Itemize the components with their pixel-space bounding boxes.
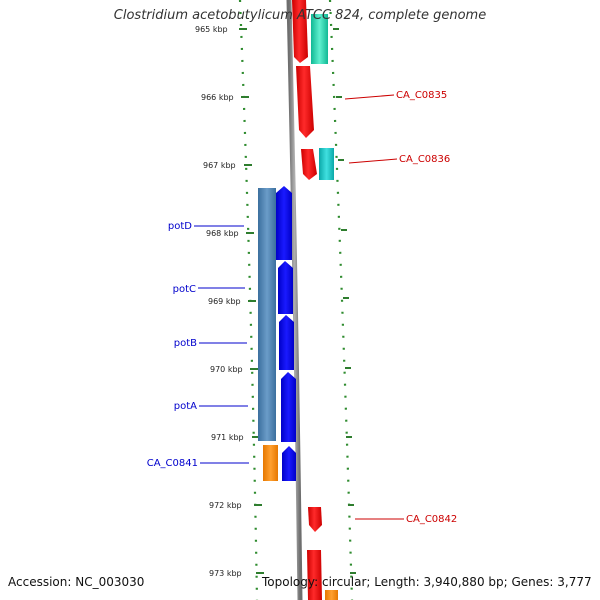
gene-label-CA_C0841[interactable]: CA_C0841: [147, 458, 198, 469]
gene-arrow-potD[interactable]: [276, 186, 292, 260]
gene-arrow-potC[interactable]: [278, 261, 293, 314]
gene-arrow-top-red[interactable]: [292, 0, 308, 63]
tick-label-966: 966 kbp: [201, 93, 234, 102]
tick-marks: [239, 28, 264, 574]
gene-label-potB[interactable]: potB: [174, 338, 197, 349]
tick-label-970: 970 kbp: [210, 365, 243, 374]
gene-arrow-CA_C0835[interactable]: [296, 66, 314, 138]
map-title: Clostridium acetobutylicum ATCC 824, com…: [113, 8, 487, 23]
orange-feature[interactable]: [263, 445, 278, 481]
accession-text: Accession: NC_003030: [8, 575, 145, 589]
tick-label-973: 973 kbp: [209, 569, 242, 578]
leader-CA_C0836: [348, 158, 398, 164]
steel-blue-feature[interactable]: [258, 188, 276, 441]
tick-label-972: 972 kbp: [209, 501, 242, 510]
gene-label-CA_C0836[interactable]: CA_C0836: [399, 154, 450, 165]
cyan-feature[interactable]: [319, 148, 334, 180]
topology-text: Topology: circular; Length: 3,940,880 bp…: [262, 575, 592, 589]
right-dotted-track: [328, 0, 354, 600]
right-minor-ticks: [333, 28, 356, 574]
genome-backbone: [286, 0, 303, 600]
gene-arrow-bottom-red[interactable]: [307, 550, 322, 600]
gene-label-CA_C0842[interactable]: CA_C0842: [406, 514, 457, 525]
gene-label-potC[interactable]: potC: [173, 284, 196, 295]
gene-label-potA[interactable]: potA: [174, 401, 197, 412]
gene-label-CA_C0835[interactable]: CA_C0835: [396, 90, 447, 101]
tick-label-965: 965 kbp: [195, 25, 228, 34]
gene-arrow-potB[interactable]: [279, 315, 294, 370]
tick-label-967: 967 kbp: [203, 161, 236, 170]
tick-label-968: 968 kbp: [206, 229, 239, 238]
leader-CA_C0835: [344, 94, 395, 100]
gene-label-potD[interactable]: potD: [168, 221, 192, 232]
gene-arrow-CA_C0841[interactable]: [282, 446, 296, 481]
gene-arrow-potA[interactable]: [281, 372, 296, 442]
bottom-orange-feature[interactable]: [325, 590, 338, 600]
gene-arrow-CA_C0842[interactable]: [308, 507, 322, 532]
tick-label-971: 971 kbp: [211, 433, 244, 442]
gene-arrow-CA_C0836[interactable]: [301, 149, 317, 180]
teal-feature[interactable]: [311, 14, 328, 64]
tick-label-969: 969 kbp: [208, 297, 241, 306]
